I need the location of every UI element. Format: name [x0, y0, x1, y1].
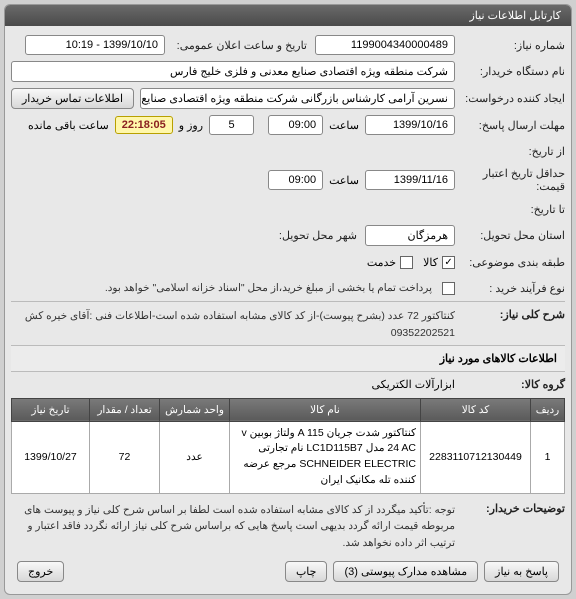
row-validity: حداقل تاریخ اعتبار قیمت: 1399/11/16 ساعت… [11, 164, 565, 196]
days-count: 5 [209, 115, 254, 135]
row-need-no: شماره نیاز: 1199004340000489 تاریخ و ساع… [11, 32, 565, 58]
panel-title: کارتابل اطلاعات نیاز [5, 5, 571, 26]
cell-unit: عدد [160, 421, 230, 493]
remain-label: ساعت باقی مانده [22, 119, 115, 132]
buyer-value: شرکت منطقه ویژه اقتصادی صنایع معدنی و فل… [11, 61, 455, 82]
cell-date: 1399/10/27 [12, 421, 90, 493]
uncheck-icon-2 [442, 282, 455, 295]
days-label: روز و [173, 119, 209, 132]
cell-name: کنتاکتور شدت جریان A 115 ولتاژ بوبین v 2… [230, 421, 421, 493]
validity-time: 09:00 [268, 170, 323, 190]
from-date-label: از تاریخ: [455, 145, 565, 158]
creator-value: نسرین آرامی کارشناس بازرگانی شرکت منطقه … [140, 88, 455, 109]
row-buyer: نام دستگاه خریدار: شرکت منطقه ویژه اقتصا… [11, 58, 565, 85]
row-creator: ایجاد کننده درخواست: نسرین آرامی کارشناس… [11, 85, 565, 112]
row-deadline: مهلت ارسال پاسخ: 1399/10/16 ساعت 09:00 5… [11, 112, 565, 138]
row-to-date: تا تاریخ: [11, 196, 565, 222]
service-checkbox[interactable]: خدمت [367, 256, 413, 269]
row-budget: طبقه بندی موضوعی: ✓ کالا خدمت [11, 249, 565, 275]
buyer-notes-text: توجه :تأکید میگردد از کد کالای مشابه است… [11, 502, 455, 552]
uncheck-icon [400, 256, 413, 269]
deadline-time: 09:00 [268, 115, 323, 135]
delivery-state-label: استان محل تحویل: [455, 229, 565, 242]
table-header-row: ردیف کد کالا نام کالا واحد شمارش تعداد /… [12, 398, 565, 421]
process-note: پرداخت تمام یا بخشی از مبلغ خرید،از محل … [105, 282, 432, 294]
row-process: نوع فرآیند خرید : پرداخت تمام یا بخشی از… [11, 275, 565, 301]
deadline-date: 1399/10/16 [365, 115, 455, 135]
cell-idx: 1 [531, 421, 565, 493]
row-from-date: از تاریخ: [11, 138, 565, 164]
buyer-notes-label: توضیحات خریدار: [455, 502, 565, 515]
cell-code: 2283110712130449 [421, 421, 531, 493]
panel-body: شماره نیاز: 1199004340000489 تاریخ و ساع… [5, 26, 571, 594]
main-panel: کارتابل اطلاعات نیاز شماره نیاز: 1199004… [4, 4, 572, 595]
process-checkbox[interactable] [442, 282, 455, 295]
service-chk-label: خدمت [367, 256, 396, 269]
th-unit: واحد شمارش [160, 398, 230, 421]
process-label: نوع فرآیند خرید : [455, 282, 565, 295]
footer-bar: پاسخ به نیاز مشاهده مدارک پیوستی (3) چاپ… [11, 555, 565, 588]
delivery-state: هرمزگان [365, 225, 455, 246]
th-code: کد کالا [421, 398, 531, 421]
th-qty: تعداد / مقدار [90, 398, 160, 421]
attachments-button[interactable]: مشاهده مدارک پیوستی (3) [333, 561, 478, 582]
cell-qty: 72 [90, 421, 160, 493]
row-buyer-notes: توضیحات خریدار: توجه :تأکید میگردد از کد… [11, 494, 565, 555]
close-button[interactable]: خروج [17, 561, 64, 582]
th-name: نام کالا [230, 398, 421, 421]
countdown-timer: 22:18:05 [115, 116, 173, 134]
print-button[interactable]: چاپ [285, 561, 328, 582]
public-date-label: تاریخ و ساعت اعلان عمومی: [165, 39, 315, 52]
group-value: ابزارآلات الکتریکی [372, 378, 455, 391]
th-row: ردیف [531, 398, 565, 421]
creator-label: ایجاد کننده درخواست: [455, 92, 565, 105]
budget-label: طبقه بندی موضوعی: [455, 256, 565, 269]
validity-date: 1399/11/16 [365, 170, 455, 190]
row-summary: شرح کلی نیاز: کنتاکتور 72 عدد (بشرح پیوس… [11, 301, 565, 345]
group-label: گروه کالا: [455, 378, 565, 391]
goods-section-title: اطلاعات کالاهای مورد نیاز [11, 345, 565, 372]
contact-buyer-button[interactable]: اطلاعات تماس خریدار [11, 88, 134, 109]
need-no-value: 1199004340000489 [315, 35, 455, 55]
validity-label: حداقل تاریخ اعتبار قیمت: [455, 167, 565, 193]
goods-checkbox[interactable]: ✓ کالا [423, 256, 455, 269]
hour-label-1: ساعت [323, 119, 365, 132]
th-date: تاریخ نیاز [12, 398, 90, 421]
goods-table: ردیف کد کالا نام کالا واحد شمارش تعداد /… [11, 398, 565, 494]
to-date-label: تا تاریخ: [455, 203, 565, 216]
goods-chk-label: کالا [423, 256, 438, 269]
summary-label: شرح کلی نیاز: [455, 308, 565, 321]
public-date-value: 1399/10/10 - 10:19 [25, 35, 165, 55]
delivery-city-label: شهر محل تحویل: [215, 229, 365, 242]
summary-text: کنتاکتور 72 عدد (بشرح پیوست)-از کد کالای… [11, 308, 455, 342]
row-goods-group: گروه کالا: ابزارآلات الکتریکی [11, 372, 565, 398]
check-icon: ✓ [442, 256, 455, 269]
row-delivery: استان محل تحویل: هرمزگان شهر محل تحویل: [11, 222, 565, 249]
buyer-label: نام دستگاه خریدار: [455, 65, 565, 78]
deadline-label: مهلت ارسال پاسخ: [455, 119, 565, 132]
hour-label-2: ساعت [323, 174, 365, 187]
table-row[interactable]: 1 2283110712130449 کنتاکتور شدت جریان A … [12, 421, 565, 493]
need-no-label: شماره نیاز: [455, 39, 565, 52]
reply-button[interactable]: پاسخ به نیاز [484, 561, 559, 582]
